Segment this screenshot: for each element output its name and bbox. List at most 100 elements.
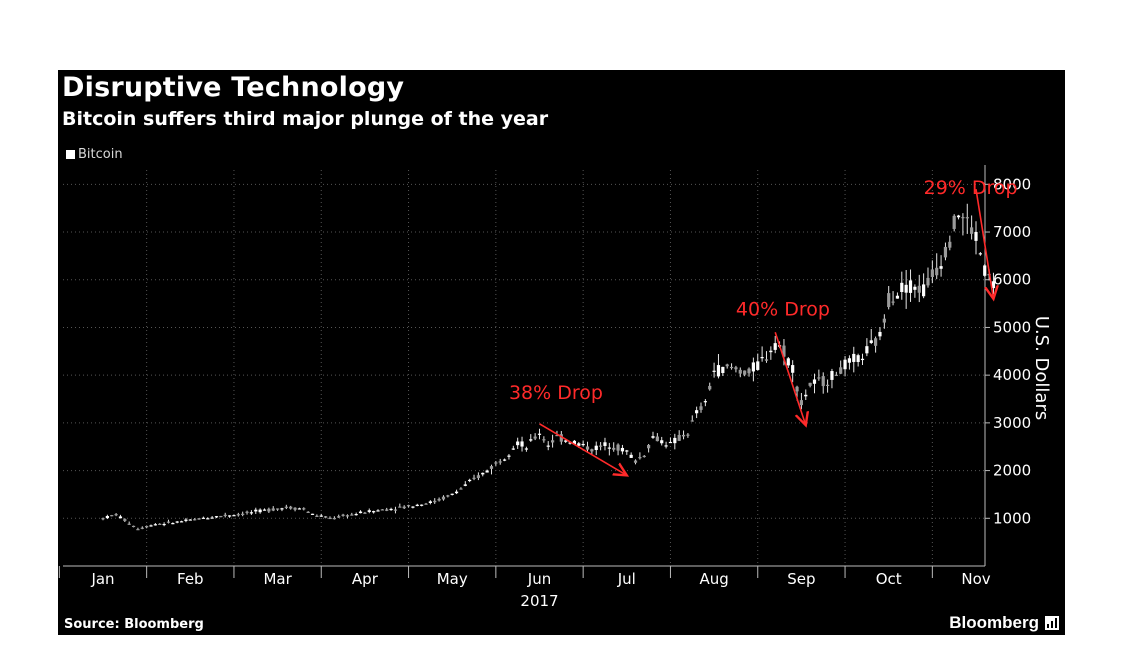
candle-body — [581, 443, 585, 446]
candle-body — [926, 277, 930, 286]
candle-body — [520, 441, 524, 447]
candle-body — [882, 318, 886, 323]
candle-body — [415, 504, 419, 506]
source-note: Source: Bloomberg — [64, 617, 204, 632]
candle-body — [642, 455, 646, 458]
candle-body — [747, 368, 751, 374]
candle-body — [564, 440, 568, 442]
candle-body — [258, 509, 262, 513]
candle-body — [690, 420, 694, 422]
candle-body — [856, 355, 860, 362]
candle-body — [441, 496, 446, 500]
candle-body — [686, 434, 690, 436]
candle-body — [695, 410, 699, 414]
candle-body — [302, 508, 306, 510]
candle-body — [791, 365, 795, 373]
candle-body — [127, 523, 131, 525]
candle-body — [158, 523, 162, 525]
chart-panel: 1000 2000 3000 4000 5000 6000 7000 8000 Jan Feb Ma… — [58, 70, 1065, 635]
candle-body — [651, 436, 655, 438]
candle-body — [738, 369, 742, 374]
candle-body — [524, 448, 529, 450]
candle-body — [223, 514, 227, 516]
candle-body — [887, 293, 891, 308]
candle-body — [463, 484, 467, 486]
bloomberg-chart-icon — [1045, 616, 1059, 630]
candle-body — [297, 508, 302, 510]
candle-body — [799, 400, 803, 406]
candle-body — [983, 265, 987, 276]
candle-body — [367, 510, 371, 512]
candle-body — [550, 440, 555, 443]
candle-body — [354, 514, 358, 516]
candle-body — [162, 523, 166, 526]
candle-body — [607, 447, 611, 449]
candle-body — [254, 509, 258, 512]
candle-body — [171, 523, 175, 525]
candle-body — [380, 509, 384, 511]
candle-body — [201, 517, 205, 519]
candle-body — [140, 527, 144, 529]
candle-body — [904, 284, 908, 293]
candle-body — [542, 439, 546, 441]
candle-body — [227, 515, 232, 517]
x-tick-label: May — [437, 570, 468, 588]
candle-body — [214, 516, 219, 518]
candle-body — [358, 511, 363, 514]
candle-body — [764, 359, 769, 361]
candle-body — [930, 269, 934, 277]
candle-body — [620, 447, 625, 452]
candle-body — [939, 266, 943, 269]
candle-body — [594, 445, 598, 451]
candle-body — [708, 385, 712, 390]
chart-subtitle: Bitcoin suffers third major plunge of th… — [62, 108, 549, 130]
y-tick-label: 1000 — [993, 509, 1031, 527]
candle-body — [210, 517, 214, 519]
candle-body — [328, 517, 332, 520]
legend: Bitcoin — [66, 147, 123, 162]
candle-body — [131, 525, 136, 528]
candle-body — [428, 501, 432, 504]
candle-body — [241, 513, 245, 515]
candle-body — [249, 512, 254, 514]
candle-body — [406, 505, 411, 507]
candle-body — [970, 227, 974, 234]
candle-body — [363, 512, 367, 514]
candle-body — [559, 434, 563, 442]
y-tick-label: 3000 — [993, 414, 1031, 432]
x-tick-label: Oct — [876, 570, 902, 588]
candle-body — [961, 217, 965, 219]
candle-body — [315, 515, 319, 517]
candle-body — [782, 345, 786, 357]
candle-body — [437, 498, 441, 501]
x-year-label: 2017 — [520, 592, 558, 610]
candle-body — [804, 394, 808, 397]
candle-body — [625, 450, 629, 452]
candle-body — [572, 440, 577, 445]
candle-body — [677, 434, 681, 441]
candle-body — [450, 493, 454, 495]
candle-body — [105, 515, 109, 519]
x-tick-label: Jul — [617, 570, 636, 588]
candle-body — [760, 357, 764, 359]
candle-body — [149, 525, 153, 527]
legend-swatch — [66, 150, 75, 159]
candle-body — [289, 506, 293, 509]
candle-body — [411, 506, 415, 508]
candle-body — [136, 529, 140, 531]
candle-body — [376, 510, 380, 512]
candle-body — [577, 443, 581, 446]
drop-arrow — [774, 331, 806, 425]
candle-body — [193, 519, 197, 521]
candle-body — [389, 508, 393, 511]
candle-body — [956, 215, 961, 218]
candle-body — [795, 386, 799, 392]
drop-label: 29% Drop — [924, 177, 1018, 199]
y-tick-label: 4000 — [993, 366, 1031, 384]
candle-body — [843, 359, 847, 370]
candle-body — [476, 475, 480, 479]
candle-body — [847, 358, 852, 363]
legend-label: Bitcoin — [78, 147, 123, 162]
candle-body — [913, 286, 917, 290]
candle-body — [852, 353, 856, 362]
